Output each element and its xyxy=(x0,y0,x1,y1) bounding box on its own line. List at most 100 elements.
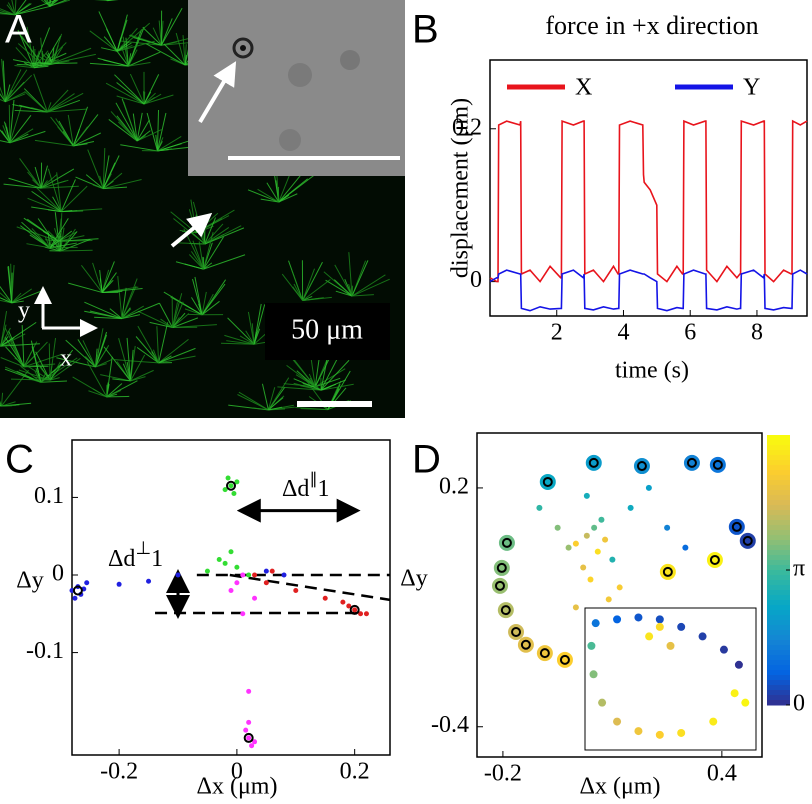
colorbar-cell xyxy=(767,565,790,571)
fiber xyxy=(293,382,322,391)
fiber xyxy=(0,333,26,347)
fiber xyxy=(49,0,59,7)
fiber xyxy=(221,342,255,345)
fiber xyxy=(6,4,16,16)
fiber xyxy=(184,263,204,270)
fiber xyxy=(46,53,53,64)
y-axis-title: Δy xyxy=(400,566,427,592)
fiber xyxy=(291,270,304,301)
fiber xyxy=(0,86,6,102)
fiber xyxy=(334,264,353,297)
colorbar-cell xyxy=(767,605,790,611)
fiber xyxy=(61,210,78,213)
fiber xyxy=(114,74,145,105)
inset-point xyxy=(589,670,598,679)
centroid xyxy=(588,457,599,468)
fiber xyxy=(102,155,110,189)
fiber xyxy=(143,74,160,105)
fiber xyxy=(156,112,167,152)
x-tick-label: 2 xyxy=(551,320,563,346)
fiber xyxy=(8,104,11,143)
fiber xyxy=(26,218,59,242)
colorbar-cell xyxy=(767,485,790,491)
fiber xyxy=(52,196,62,212)
point xyxy=(240,611,246,617)
fiber xyxy=(116,14,128,52)
fiber xyxy=(351,274,386,297)
fiber xyxy=(320,383,354,391)
colorbar-cell xyxy=(767,515,790,521)
fiber xyxy=(237,394,269,411)
fiber xyxy=(0,321,37,347)
fiber xyxy=(295,406,328,411)
fiber xyxy=(1,130,11,144)
cluster xyxy=(539,473,556,490)
fiber xyxy=(14,0,27,16)
fiber xyxy=(48,209,62,213)
fiber xyxy=(281,273,304,301)
cluster xyxy=(508,624,525,641)
fiber xyxy=(320,383,337,391)
fiber xyxy=(14,109,48,113)
fiber xyxy=(142,27,162,46)
chart-title: force in +x direction xyxy=(545,11,758,40)
fiber xyxy=(65,339,96,368)
fiber xyxy=(101,47,118,52)
fiber xyxy=(333,279,353,297)
fiber xyxy=(8,177,42,189)
bead-core xyxy=(240,45,246,51)
fiber xyxy=(51,33,63,64)
inset-point xyxy=(655,622,664,631)
point xyxy=(222,560,228,566)
plot-frame xyxy=(476,432,763,758)
colorbar-cell xyxy=(767,535,790,541)
fiber xyxy=(320,359,350,391)
fiber xyxy=(163,43,186,66)
colorbar-cell xyxy=(767,665,790,671)
colorbar-cell xyxy=(767,500,790,506)
cluster xyxy=(498,534,515,551)
centroid xyxy=(539,648,550,659)
colorbar-cell xyxy=(767,615,790,621)
fiber xyxy=(130,354,146,382)
y-axis-title: Δy xyxy=(16,568,43,594)
fiber xyxy=(121,287,127,319)
fiber xyxy=(0,12,16,16)
point xyxy=(358,611,364,617)
y-tick-label: 0 xyxy=(52,561,64,587)
point xyxy=(572,540,579,547)
inset-point xyxy=(666,641,675,650)
point xyxy=(222,487,228,493)
fiber xyxy=(170,296,203,316)
fiber xyxy=(143,94,174,105)
colorbar-cell xyxy=(767,685,790,691)
cluster xyxy=(683,454,700,471)
fiber xyxy=(201,291,207,315)
fiber xyxy=(11,288,33,304)
fiber xyxy=(35,361,51,381)
point xyxy=(605,596,612,603)
colorbar-cell xyxy=(767,550,790,556)
fiber xyxy=(46,0,51,7)
fiber xyxy=(320,356,339,391)
colorbar-cell xyxy=(767,670,790,676)
fiber xyxy=(314,354,321,387)
fiber xyxy=(116,95,145,105)
centroid xyxy=(662,566,673,577)
fiber xyxy=(17,43,44,66)
fiber xyxy=(112,378,131,382)
cluster xyxy=(493,559,510,576)
cluster xyxy=(491,577,508,594)
colorbar-cell xyxy=(767,560,790,566)
fiber xyxy=(14,3,32,16)
colorbar-cell xyxy=(767,530,790,536)
fiber xyxy=(16,63,44,67)
fiber xyxy=(351,294,374,297)
cluster xyxy=(659,563,676,580)
fiber xyxy=(116,50,129,67)
point xyxy=(682,544,689,551)
colorbar-cell xyxy=(767,645,790,651)
fiber xyxy=(103,186,128,190)
fiber xyxy=(11,0,16,15)
point xyxy=(116,581,122,587)
